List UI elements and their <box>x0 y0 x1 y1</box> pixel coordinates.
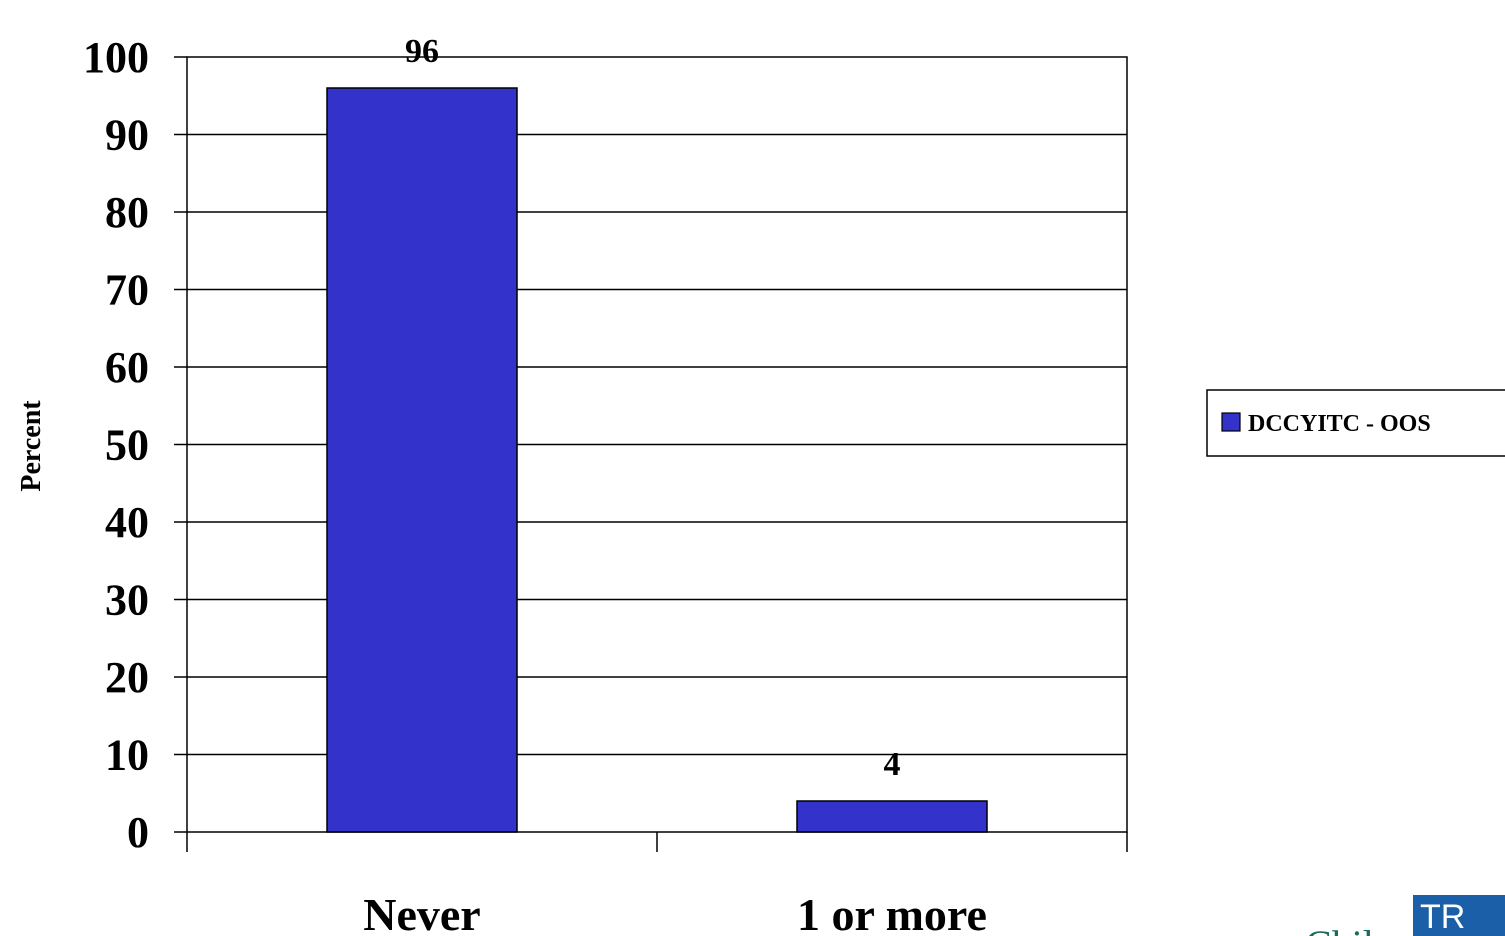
logo-mark <box>1413 895 1505 936</box>
legend: DCCYITC - OOS <box>1206 389 1505 457</box>
y-tick-label: 40 <box>105 498 149 547</box>
bars <box>326 87 988 833</box>
x-category-label: Never <box>363 889 480 936</box>
y-tick-label: 70 <box>105 266 149 315</box>
y-tick-label: 30 <box>105 576 149 625</box>
logo-text: Chil <box>1305 922 1374 936</box>
legend-box <box>1206 389 1505 457</box>
bar <box>796 800 988 833</box>
x-category-label: 1 or more <box>797 889 987 936</box>
y-tick-label: 50 <box>105 421 149 470</box>
y-tick-label: 20 <box>105 653 149 702</box>
y-tick-label: 100 <box>83 33 149 82</box>
y-axis: 0 10 20 30 40 50 60 70 80 90 100 <box>83 33 187 857</box>
bar <box>326 87 518 833</box>
y-tick-label: 10 <box>105 731 149 780</box>
legend-label: DCCYITC - OOS <box>1248 411 1431 437</box>
data-label: 4 <box>884 746 901 783</box>
data-label: 96 <box>405 33 439 70</box>
logo-mark-text: TR <box>1420 898 1465 936</box>
y-tick-label: 60 <box>105 343 149 392</box>
data-labels: 96 4 <box>405 33 901 783</box>
y-tick-label: 80 <box>105 188 149 237</box>
y-tick-label: 0 <box>127 808 149 857</box>
y-tick-label: 90 <box>105 111 149 160</box>
legend-swatch <box>1221 412 1241 432</box>
logo: TR Chil <box>1305 895 1505 936</box>
y-axis-title: Percent <box>16 400 47 492</box>
x-axis: Never 1 or more <box>186 832 1128 936</box>
